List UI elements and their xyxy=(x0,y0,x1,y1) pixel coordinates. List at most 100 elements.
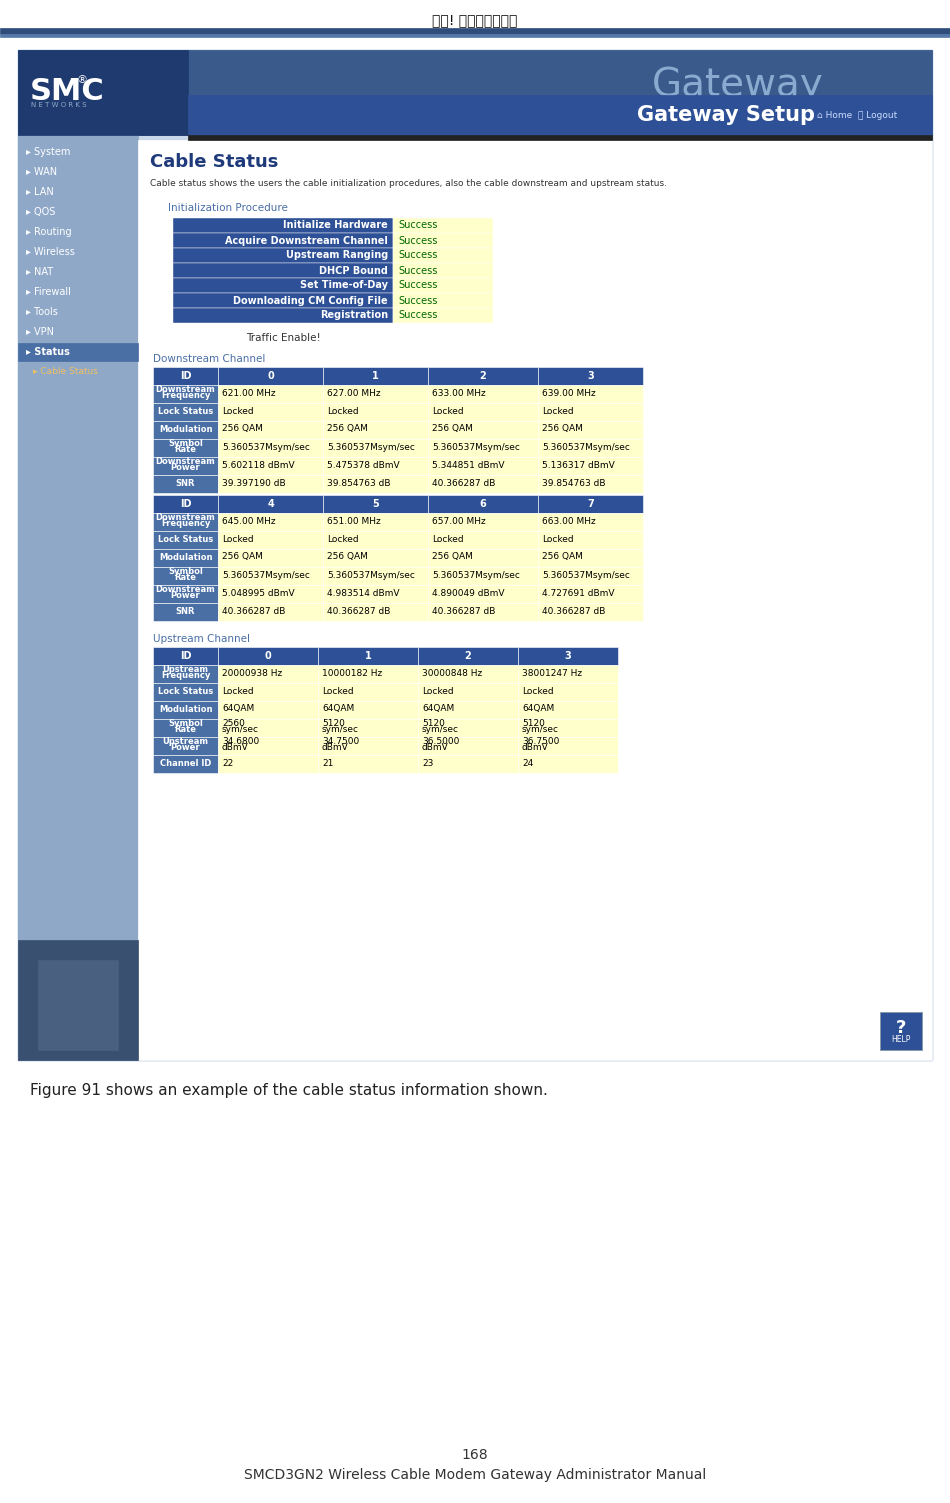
Text: Frequency: Frequency xyxy=(161,391,210,400)
Text: 0: 0 xyxy=(265,651,272,661)
Text: dBmV: dBmV xyxy=(422,744,448,753)
Bar xyxy=(418,682,518,700)
Bar xyxy=(538,494,643,513)
Text: ID: ID xyxy=(180,499,191,510)
Text: 22: 22 xyxy=(222,759,234,768)
Text: Locked: Locked xyxy=(327,406,359,415)
Bar xyxy=(218,367,323,385)
Bar xyxy=(428,494,538,513)
Text: ▸ Wireless: ▸ Wireless xyxy=(26,246,75,257)
Bar xyxy=(218,457,323,475)
Bar xyxy=(318,755,418,773)
Bar xyxy=(218,403,323,421)
Text: 645.00 MHz: 645.00 MHz xyxy=(222,517,276,526)
Text: 64QAM: 64QAM xyxy=(422,705,454,714)
Bar xyxy=(428,457,538,475)
Bar xyxy=(323,457,428,475)
Text: 21: 21 xyxy=(322,759,333,768)
Text: Success: Success xyxy=(398,281,437,290)
Text: Locked: Locked xyxy=(542,406,574,415)
Text: 40.366287 dB: 40.366287 dB xyxy=(327,607,390,616)
Text: 40.366287 dB: 40.366287 dB xyxy=(432,478,495,487)
Text: Acquire Downstream Channel: Acquire Downstream Channel xyxy=(225,236,388,245)
Text: ▸ NAT: ▸ NAT xyxy=(26,268,53,277)
Text: ID: ID xyxy=(180,651,191,661)
Text: Channel ID: Channel ID xyxy=(160,759,211,768)
Bar xyxy=(18,939,138,1060)
Text: Modulation: Modulation xyxy=(159,705,212,714)
Text: 633.00 MHz: 633.00 MHz xyxy=(432,388,485,397)
Text: Symbol: Symbol xyxy=(168,439,203,448)
Text: sym/sec: sym/sec xyxy=(522,726,559,735)
Text: SMCD3GN2 Wireless Cable Modem Gateway Administrator Manual: SMCD3GN2 Wireless Cable Modem Gateway Ad… xyxy=(244,1468,706,1482)
Bar xyxy=(173,293,393,308)
Bar xyxy=(18,135,138,1060)
Text: ▸ Routing: ▸ Routing xyxy=(26,227,71,237)
Text: 2: 2 xyxy=(465,651,471,661)
Bar xyxy=(323,585,428,603)
Text: 4.890049 dBmV: 4.890049 dBmV xyxy=(432,589,504,598)
Bar xyxy=(538,513,643,531)
Bar xyxy=(538,585,643,603)
Bar xyxy=(418,736,518,755)
Bar xyxy=(518,646,618,664)
Text: ▸ WAN: ▸ WAN xyxy=(26,167,57,177)
Text: 5.360537Msym/sec: 5.360537Msym/sec xyxy=(327,571,415,580)
Text: 39.397190 dB: 39.397190 dB xyxy=(222,478,286,487)
Text: 256 QAM: 256 QAM xyxy=(327,424,368,433)
Text: Locked: Locked xyxy=(222,687,254,696)
Bar xyxy=(538,549,643,567)
Text: ▸ VPN: ▸ VPN xyxy=(26,328,54,337)
Bar xyxy=(393,263,493,278)
Bar xyxy=(418,718,518,736)
Bar xyxy=(218,755,318,773)
Text: ?: ? xyxy=(896,1019,906,1037)
Bar xyxy=(153,475,218,493)
Text: ▸ Status: ▸ Status xyxy=(26,347,70,358)
Text: Upstream: Upstream xyxy=(162,738,208,747)
Text: Locked: Locked xyxy=(542,535,574,544)
Bar xyxy=(538,457,643,475)
Bar xyxy=(318,682,418,700)
Text: 256 QAM: 256 QAM xyxy=(222,553,263,562)
Bar xyxy=(218,736,318,755)
Text: 1: 1 xyxy=(365,651,371,661)
Text: 5.360537Msym/sec: 5.360537Msym/sec xyxy=(222,442,310,451)
Text: 5.360537Msym/sec: 5.360537Msym/sec xyxy=(542,571,630,580)
Bar xyxy=(153,531,218,549)
Bar xyxy=(880,1012,922,1051)
Bar xyxy=(538,421,643,439)
Text: 5.048995 dBmV: 5.048995 dBmV xyxy=(222,589,294,598)
Bar xyxy=(218,603,323,621)
Bar xyxy=(323,567,428,585)
Text: ▸ QOS: ▸ QOS xyxy=(26,207,55,216)
Text: SNR: SNR xyxy=(176,607,196,616)
Bar xyxy=(428,403,538,421)
Bar xyxy=(323,475,428,493)
Text: Power: Power xyxy=(171,744,200,753)
Bar xyxy=(428,603,538,621)
Bar xyxy=(173,278,393,293)
Text: Frequency: Frequency xyxy=(161,672,210,681)
Bar xyxy=(538,603,643,621)
Text: 621.00 MHz: 621.00 MHz xyxy=(222,388,276,397)
Bar xyxy=(428,475,538,493)
Bar xyxy=(318,646,418,664)
Text: 4.983514 dBmV: 4.983514 dBmV xyxy=(327,589,400,598)
Text: Gateway: Gateway xyxy=(652,66,824,104)
Text: SMC: SMC xyxy=(30,78,104,107)
Bar xyxy=(393,248,493,263)
Bar xyxy=(188,135,932,140)
Text: Success: Success xyxy=(398,236,437,245)
Text: Cable status shows the users the cable initialization procedures, also the cable: Cable status shows the users the cable i… xyxy=(150,179,667,188)
Text: 36.7500: 36.7500 xyxy=(522,738,560,747)
Bar xyxy=(318,664,418,682)
Text: SNR: SNR xyxy=(176,478,196,487)
Text: Registration: Registration xyxy=(320,311,388,320)
Text: 5.344851 dBmV: 5.344851 dBmV xyxy=(432,460,504,469)
Text: 5120: 5120 xyxy=(322,720,345,729)
Bar xyxy=(153,682,218,700)
Text: 64QAM: 64QAM xyxy=(322,705,354,714)
Text: 39.854763 dB: 39.854763 dB xyxy=(327,478,390,487)
Text: 256 QAM: 256 QAM xyxy=(432,424,473,433)
